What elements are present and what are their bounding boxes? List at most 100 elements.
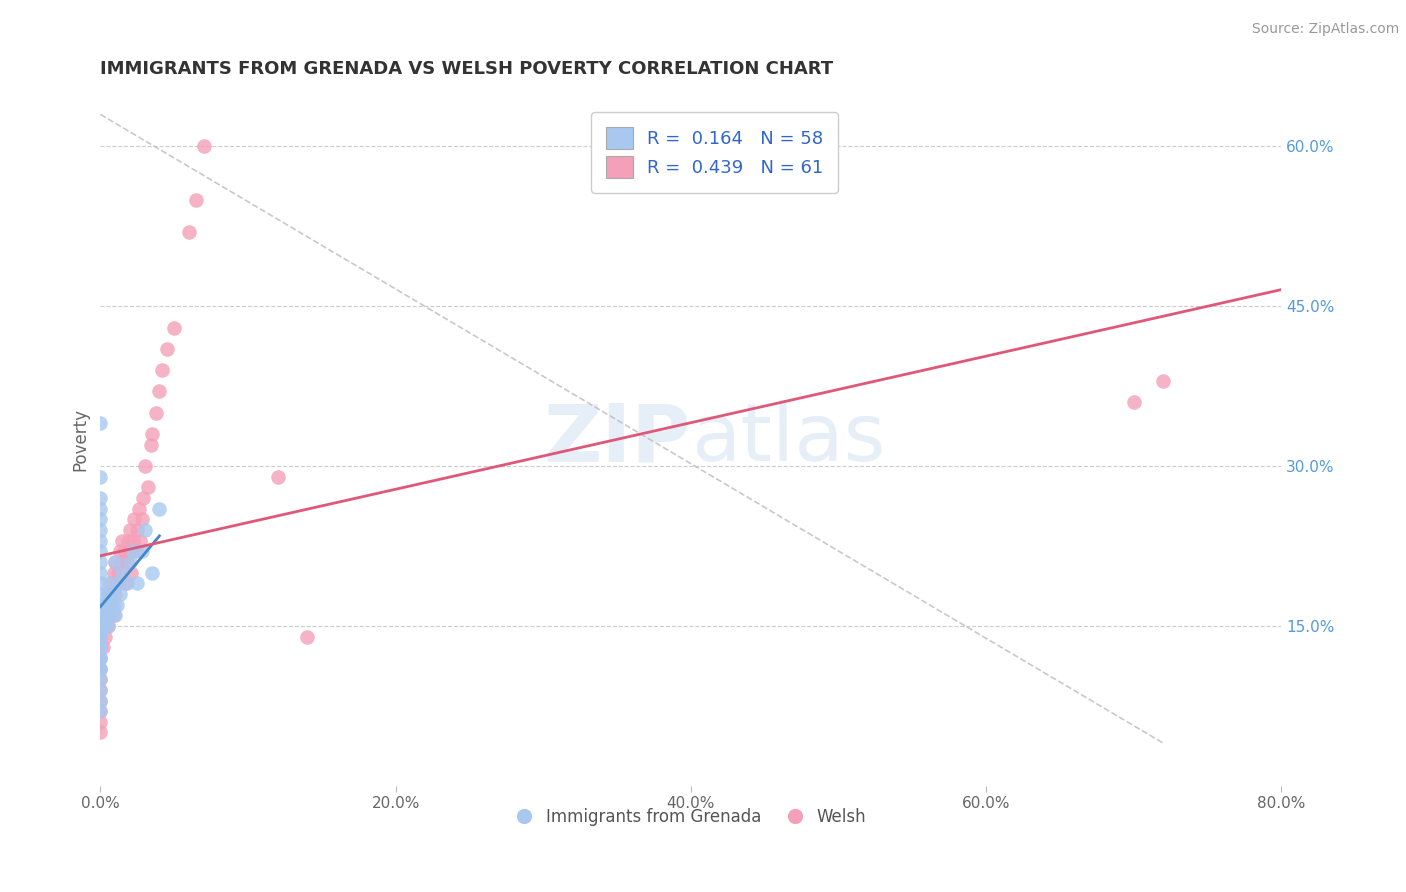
Point xyxy=(101,576,124,591)
Point xyxy=(134,458,156,473)
Point xyxy=(111,566,134,580)
Point xyxy=(89,566,111,580)
Point xyxy=(89,640,111,655)
Point xyxy=(131,512,153,526)
Point xyxy=(89,693,111,707)
Point xyxy=(89,576,111,591)
Point xyxy=(89,672,111,686)
Point xyxy=(150,363,173,377)
Point xyxy=(145,406,167,420)
Point xyxy=(104,555,127,569)
Point xyxy=(89,598,111,612)
Point xyxy=(118,523,141,537)
Point xyxy=(114,576,136,591)
Point xyxy=(118,544,141,558)
Point xyxy=(89,661,111,675)
Point xyxy=(120,566,142,580)
Point xyxy=(89,501,111,516)
Point xyxy=(97,587,120,601)
Point xyxy=(89,704,111,718)
Point xyxy=(97,619,120,633)
Text: ZIP: ZIP xyxy=(544,401,690,478)
Point xyxy=(111,533,134,548)
Point xyxy=(108,587,131,601)
Point xyxy=(89,661,111,675)
Point xyxy=(89,682,111,697)
Point xyxy=(89,587,111,601)
Point xyxy=(101,587,124,601)
Point xyxy=(97,619,120,633)
Point xyxy=(103,566,125,580)
Point xyxy=(89,661,111,675)
Point xyxy=(89,469,111,483)
Point xyxy=(105,576,128,591)
Point xyxy=(98,608,121,623)
Point xyxy=(89,630,111,644)
Point xyxy=(94,608,117,623)
Point xyxy=(163,320,186,334)
Point xyxy=(100,598,122,612)
Point xyxy=(141,427,163,442)
Point xyxy=(104,555,127,569)
Point xyxy=(139,438,162,452)
Point xyxy=(89,651,111,665)
Point xyxy=(89,630,111,644)
Point xyxy=(91,640,114,655)
Point xyxy=(89,608,111,623)
Point xyxy=(89,704,111,718)
Point xyxy=(96,608,118,623)
Text: atlas: atlas xyxy=(690,401,886,478)
Point xyxy=(156,342,179,356)
Point xyxy=(111,555,134,569)
Point xyxy=(105,598,128,612)
Point xyxy=(97,587,120,601)
Point xyxy=(94,608,117,623)
Point xyxy=(89,491,111,505)
Point xyxy=(107,566,129,580)
Point xyxy=(96,598,118,612)
Point xyxy=(89,417,111,431)
Point xyxy=(121,544,143,558)
Point xyxy=(128,501,150,516)
Point xyxy=(127,544,149,558)
Point xyxy=(103,598,125,612)
Point xyxy=(117,533,139,548)
Point xyxy=(177,225,200,239)
Point xyxy=(89,533,111,548)
Point xyxy=(91,608,114,623)
Point xyxy=(97,598,120,612)
Point xyxy=(91,619,114,633)
Point xyxy=(89,523,111,537)
Point xyxy=(89,544,111,558)
Point xyxy=(115,555,138,569)
Point xyxy=(134,523,156,537)
Point xyxy=(131,544,153,558)
Point xyxy=(94,630,117,644)
Point xyxy=(89,512,111,526)
Point xyxy=(89,714,111,729)
Point xyxy=(295,630,318,644)
Point xyxy=(98,598,121,612)
Point xyxy=(1122,395,1144,409)
Point xyxy=(89,640,111,655)
Point xyxy=(136,480,159,494)
Point xyxy=(89,725,111,739)
Point xyxy=(118,555,141,569)
Text: IMMIGRANTS FROM GRENADA VS WELSH POVERTY CORRELATION CHART: IMMIGRANTS FROM GRENADA VS WELSH POVERTY… xyxy=(100,60,834,78)
Text: Source: ZipAtlas.com: Source: ZipAtlas.com xyxy=(1251,22,1399,37)
Legend: Immigrants from Grenada, Welsh: Immigrants from Grenada, Welsh xyxy=(509,802,873,833)
Point xyxy=(89,555,111,569)
Point xyxy=(127,523,149,537)
Point xyxy=(89,640,111,655)
Point xyxy=(89,682,111,697)
Point xyxy=(1152,374,1174,388)
Point xyxy=(104,587,127,601)
Point xyxy=(89,608,111,623)
Point xyxy=(129,533,152,548)
Point xyxy=(121,533,143,548)
Point xyxy=(107,576,129,591)
Point xyxy=(127,576,149,591)
Point xyxy=(89,598,111,612)
Point xyxy=(96,598,118,612)
Point xyxy=(141,566,163,580)
